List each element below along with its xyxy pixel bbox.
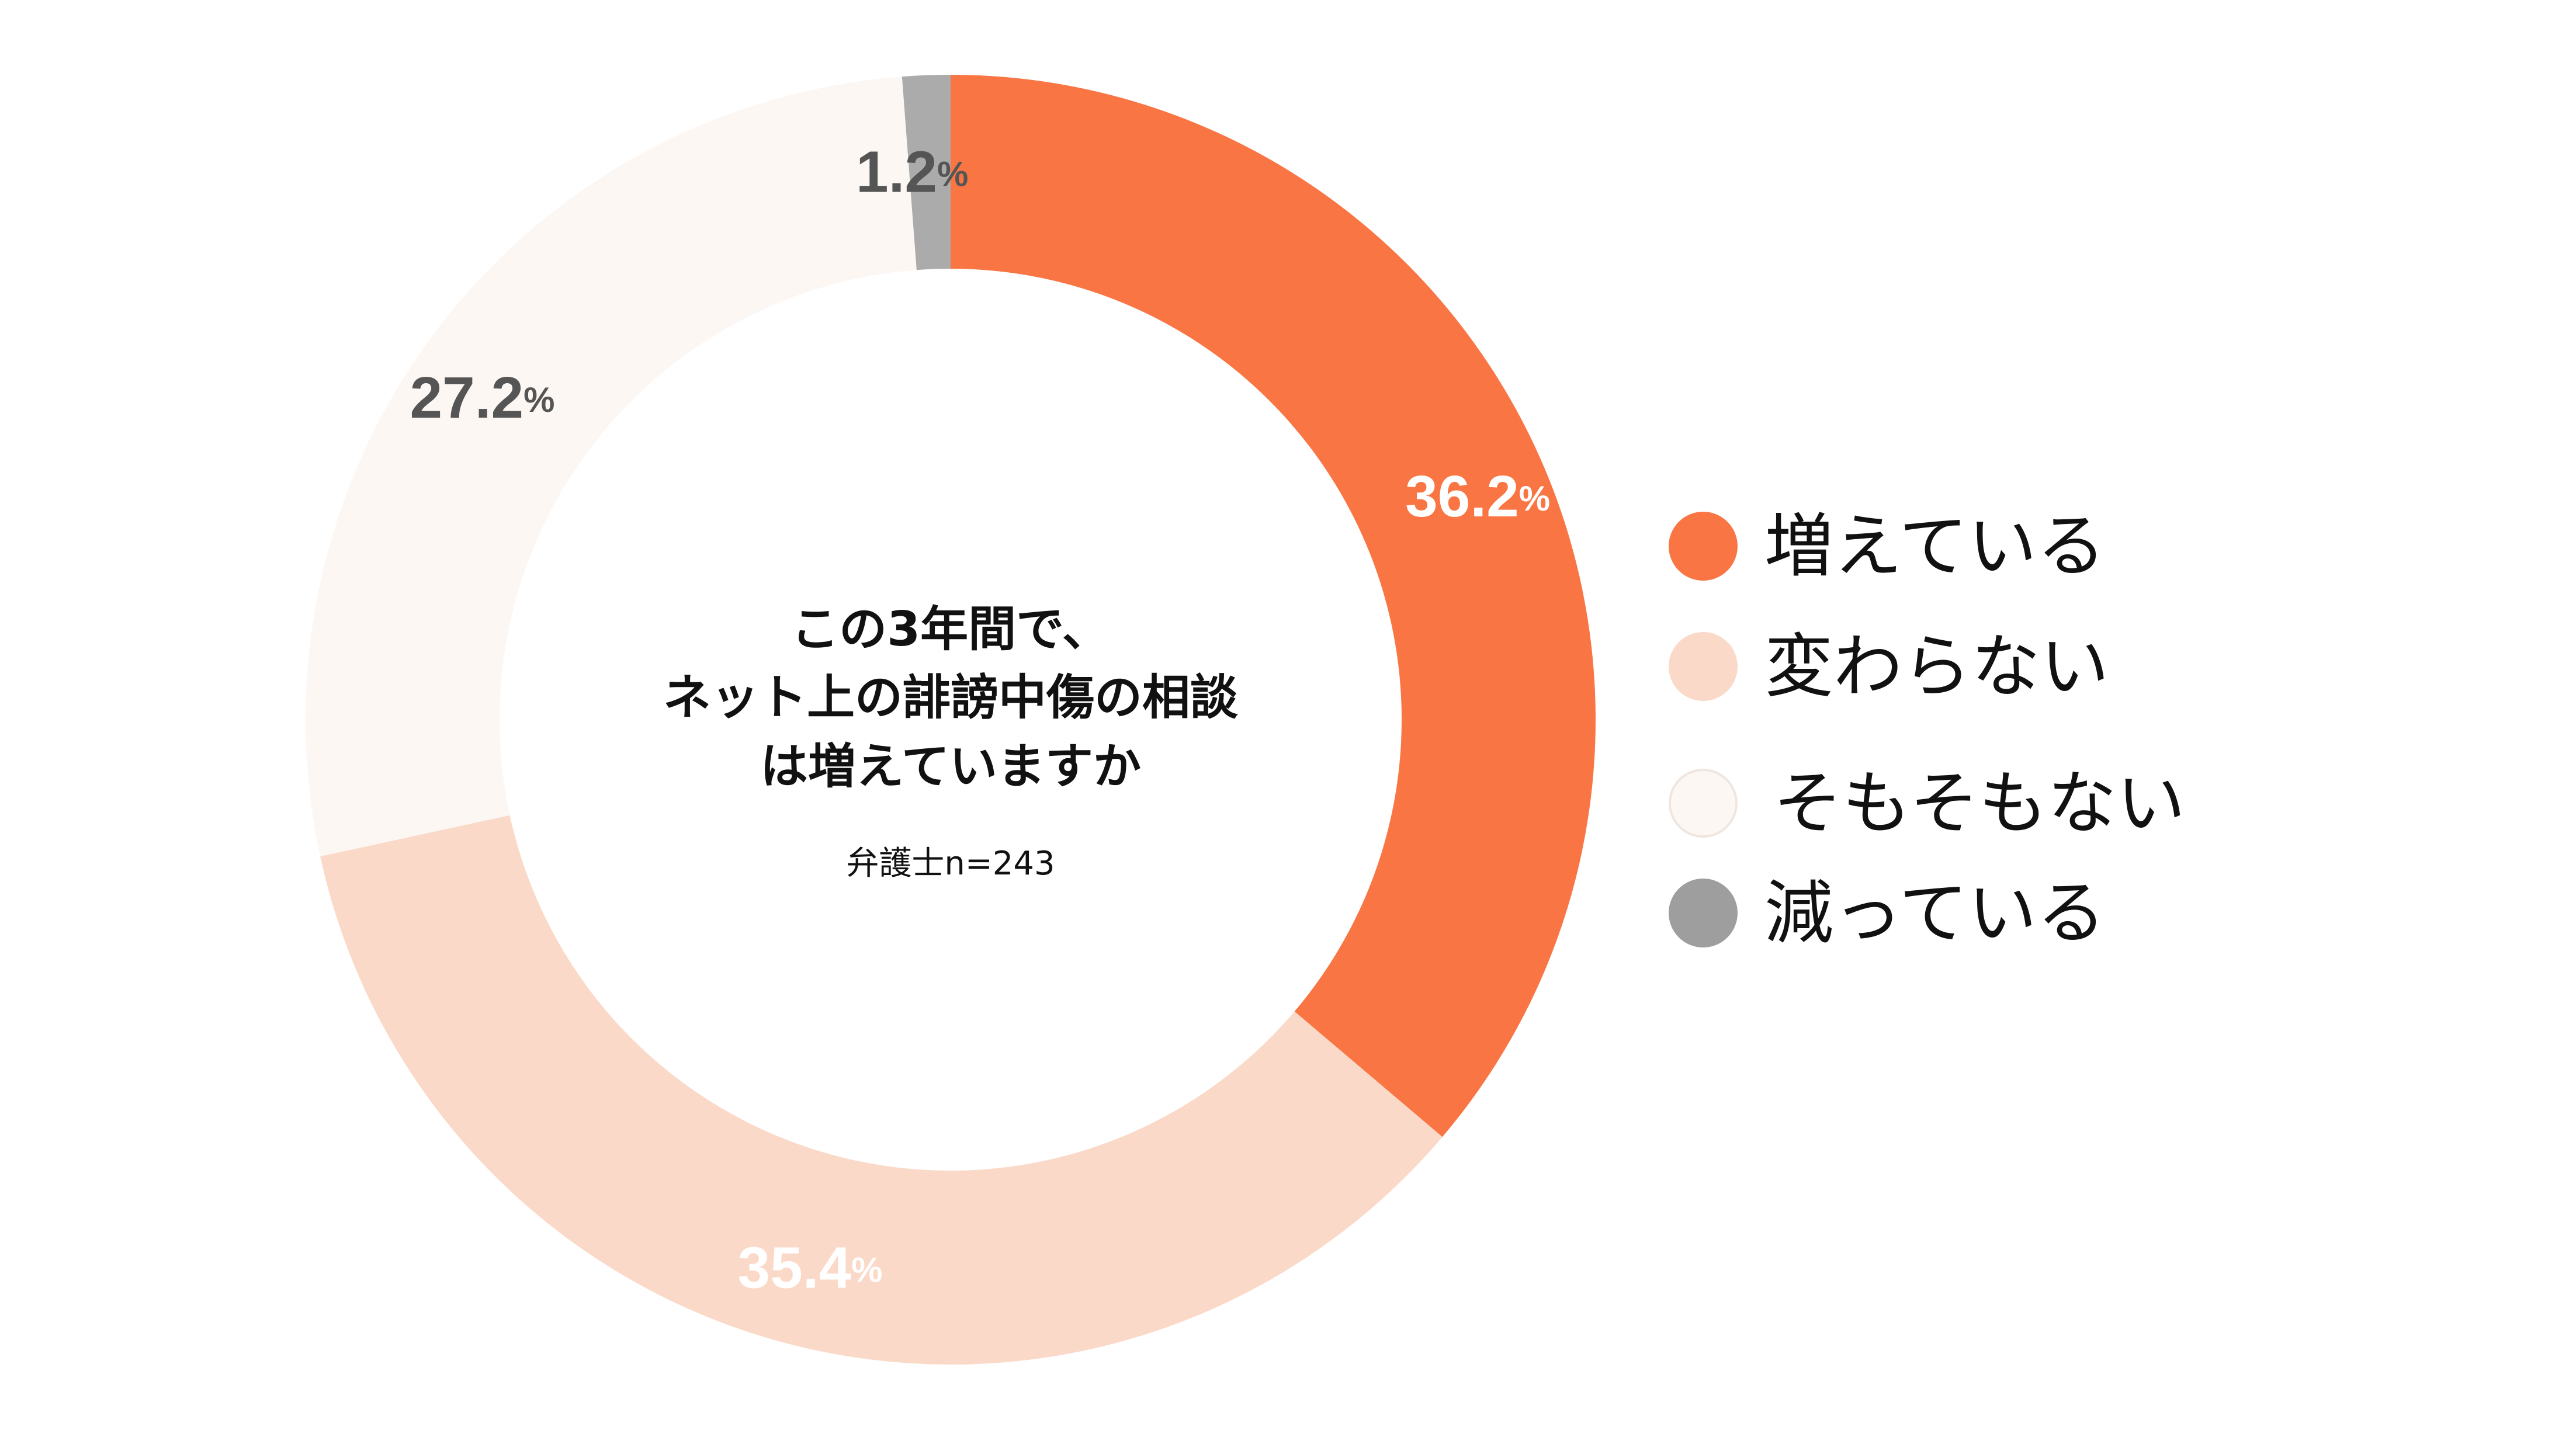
slice-value: 1.2 <box>856 140 937 205</box>
legend-swatch <box>1669 632 1738 701</box>
legend-label: そもそもない <box>1773 763 2186 843</box>
slice-label-3: 27.2% <box>410 365 555 431</box>
slice-value: 27.2 <box>410 365 524 431</box>
slice-value: 35.4 <box>738 1235 852 1301</box>
slice-labels: 36.2%35.4%27.2%1.2% <box>410 140 1551 1301</box>
center-title-line-1: この3年間で、 <box>791 602 1110 657</box>
legend-label: 減っている <box>1764 873 2106 953</box>
slice-1 <box>951 75 1596 1137</box>
sample-size-note: 弁護士n=243 <box>846 845 1055 883</box>
slice-3 <box>306 77 917 857</box>
legend-label: 変わらない <box>1764 626 2109 707</box>
legend-item-4: 減っている <box>1669 873 2106 953</box>
donut-slices <box>306 75 1596 1365</box>
slice-unit: % <box>1519 479 1550 518</box>
legend-swatch <box>1669 512 1738 581</box>
legend-label: 増えている <box>1764 506 2106 586</box>
slice-4 <box>902 75 951 270</box>
slice-unit: % <box>523 380 554 419</box>
legend-swatch <box>1669 769 1738 838</box>
legend-item-3: そもそもない <box>1669 763 2186 843</box>
center-title-line-3: は増えていますか <box>760 739 1141 794</box>
center-title-line-2: ネット上の誹謗中傷の相談 <box>663 670 1238 726</box>
legend-swatch <box>1669 879 1738 947</box>
legend-item-1: 増えている <box>1669 506 2106 586</box>
center-question: この3年間で、 ネット上の誹謗中傷の相談 は増えていますか 弁護士n=243 <box>663 602 1238 883</box>
slice-label-2: 35.4% <box>738 1235 883 1301</box>
slice-label-4: 1.2% <box>856 140 968 205</box>
slice-unit: % <box>937 155 968 194</box>
legend-item-2: 変わらない <box>1669 626 2109 707</box>
slice-label-1: 36.2% <box>1405 464 1550 529</box>
slice-2 <box>320 815 1443 1365</box>
slice-unit: % <box>851 1250 882 1289</box>
slice-value: 36.2 <box>1405 464 1519 529</box>
